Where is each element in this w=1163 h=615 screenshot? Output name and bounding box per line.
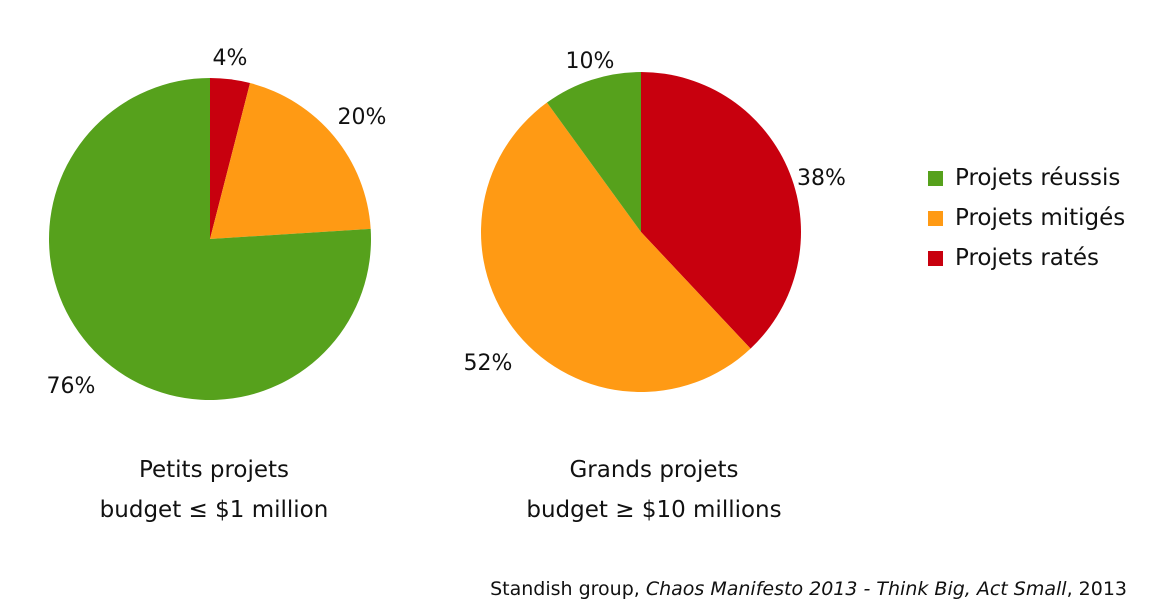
small-pie-label-failed: 4% — [213, 46, 248, 71]
small-pie-slice-mixed — [210, 83, 371, 240]
legend-label-failed: Projets ratés — [955, 245, 1100, 271]
large-pie-slice-success — [546, 72, 641, 232]
large-pie-label-success: 10% — [566, 49, 615, 74]
large-projects-caption: Grands projets budget ≥ $10 millions — [474, 450, 834, 530]
large-pie-slice-mixed — [481, 102, 751, 392]
legend-swatch-failed — [928, 250, 943, 266]
legend-label-mixed: Projets mitigés — [955, 205, 1126, 231]
legend-swatch-mixed — [928, 210, 943, 226]
legend-item-mixed: Projets mitigés — [928, 198, 1125, 238]
small-projects-budget: budget ≤ $1 million — [99, 497, 329, 523]
small-pie-label-mixed: 20% — [338, 105, 387, 130]
small-pie-slice-failed — [210, 78, 251, 239]
source-citation: Standish group, Chaos Manifesto 2013 - T… — [490, 578, 1127, 600]
source-prefix: Standish group, — [490, 578, 646, 600]
legend: Projets réussis Projets mitigés Projets … — [928, 158, 1125, 278]
source-title: Chaos Manifesto 2013 - Think Big, Act Sm… — [645, 578, 1067, 600]
legend-swatch-success — [928, 170, 943, 186]
legend-label-success: Projets réussis — [955, 165, 1121, 191]
large-pie-label-failed: 38% — [797, 166, 846, 191]
legend-item-failed: Projets ratés — [928, 238, 1125, 278]
large-pie-label-mixed: 52% — [464, 351, 513, 376]
small-pie-slice-success — [48, 78, 372, 400]
large-projects-budget: budget ≥ $10 millions — [526, 497, 782, 523]
small-pie-label-success: 76% — [47, 374, 96, 399]
large-projects-title: Grands projets — [569, 457, 739, 483]
small-projects-title: Petits projets — [138, 457, 290, 483]
source-suffix: , 2013 — [1066, 578, 1127, 600]
legend-item-success: Projets réussis — [928, 158, 1125, 198]
large-pie-slice-failed — [641, 72, 802, 349]
small-projects-caption: Petits projets budget ≤ $1 million — [34, 450, 394, 530]
